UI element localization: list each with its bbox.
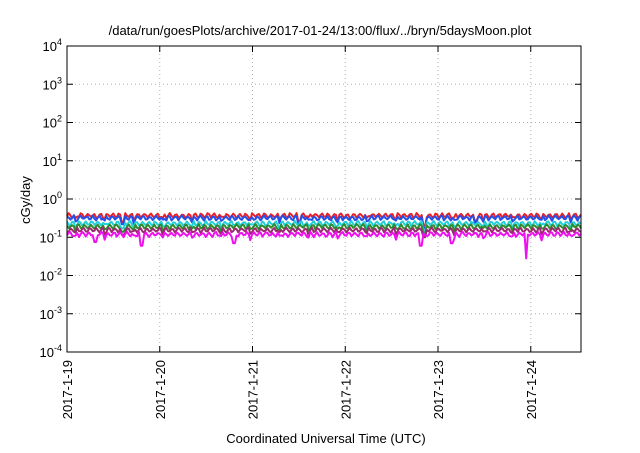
- x-tick-label: 2017-1-21: [246, 360, 261, 419]
- series-line: [66, 223, 582, 236]
- x-axis-ticks: 2017-1-19 2017-1-20 2017-1-21 2017-1-22 2017…: [60, 46, 539, 419]
- y-tick-label: 102: [43, 114, 62, 131]
- y-tick-label: 104: [43, 37, 62, 54]
- y-tick-label: 10-1: [40, 228, 62, 245]
- series-line: [66, 230, 582, 260]
- y-tick-label: 10-2: [40, 267, 62, 284]
- y-tick-label: 10-3: [40, 305, 62, 322]
- x-tick-label: 2017-1-24: [524, 360, 539, 419]
- y-axis-ticks: 10-4 10-3 10-2 10-1 100 101 102 103 104: [40, 37, 581, 360]
- chart-title: /data/run/goesPlots/archive/2017-01-24/1…: [109, 23, 532, 38]
- y-tick-label: 103: [43, 75, 62, 92]
- y-tick-label: 10-4: [40, 343, 62, 360]
- x-tick-label: 2017-1-22: [338, 360, 353, 419]
- y-axis-label: cGy/day: [18, 176, 33, 224]
- series-lines: [66, 212, 582, 260]
- x-tick-label: 2017-1-20: [153, 360, 168, 419]
- grid-lines: [67, 46, 581, 352]
- y-tick-label: 101: [43, 152, 62, 169]
- x-axis-label: Coordinated Universal Time (UTC): [226, 431, 425, 446]
- plot-frame: [66, 45, 582, 353]
- x-tick-label: 2017-1-19: [60, 360, 75, 419]
- series-line: [66, 214, 582, 230]
- y-tick-label: 100: [43, 190, 62, 207]
- series-line: [67, 226, 582, 239]
- x-tick-label: 2017-1-23: [431, 360, 446, 419]
